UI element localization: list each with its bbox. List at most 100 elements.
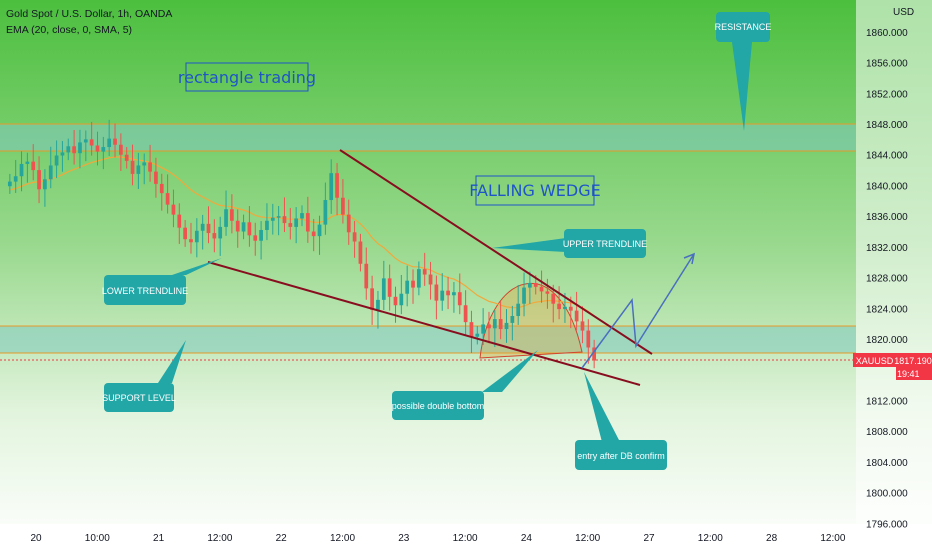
candle-body xyxy=(19,163,24,177)
price-tick-label: 1800.000 xyxy=(866,489,908,500)
candle-body xyxy=(200,223,205,231)
price-tick-label: 1796.000 xyxy=(866,519,908,530)
candle-body xyxy=(183,227,188,240)
symbol-title: Gold Spot / U.S. Dollar, 1h, OANDA xyxy=(6,8,172,20)
candle-body xyxy=(282,216,287,224)
candle-body xyxy=(300,213,304,219)
candle-body xyxy=(212,233,217,239)
falling-wedge-label: FALLING WEDGE xyxy=(469,181,600,200)
candle-body xyxy=(118,144,123,155)
callout-resistance-text: RESISTANCE xyxy=(715,22,772,32)
candle-body xyxy=(142,162,147,166)
callout-entry-box xyxy=(575,440,667,470)
candle-body xyxy=(545,291,550,294)
candle-body xyxy=(124,154,129,161)
callout-upper-trendline[interactable]: UPPER TRENDLINE xyxy=(492,229,647,258)
candle-body xyxy=(551,293,556,304)
candle-body xyxy=(440,290,445,301)
price-tick-label: 1820.000 xyxy=(866,335,908,346)
candle-body xyxy=(218,226,223,239)
falling-wedge-box[interactable] xyxy=(475,175,595,206)
candle-body xyxy=(574,310,579,322)
callout-double-bottom-pointer xyxy=(482,350,538,392)
candle-body xyxy=(165,193,170,205)
time-tick-label: 12:00 xyxy=(207,533,232,544)
rectangle-trading-box[interactable] xyxy=(185,62,309,92)
candle-body xyxy=(311,231,316,237)
callout-double-bottom[interactable]: possible double bottom xyxy=(392,350,538,420)
callout-upper-trendline-text: UPPER TRENDLINE xyxy=(563,239,647,249)
resistance-zone xyxy=(0,124,856,151)
candle-body xyxy=(335,173,339,198)
price-tick-label: 1852.000 xyxy=(866,89,908,100)
candle-body xyxy=(586,330,591,348)
price-tick-label: 1808.000 xyxy=(866,427,908,438)
candle-body xyxy=(416,269,421,288)
candle-layer xyxy=(7,119,597,369)
candle-body xyxy=(528,282,532,288)
candle-body xyxy=(247,222,252,236)
candle-body xyxy=(492,319,497,329)
candle-body xyxy=(399,293,404,306)
candle-body xyxy=(235,220,240,232)
candle-body xyxy=(376,299,380,310)
price-tick-label: 1832.000 xyxy=(866,243,908,254)
rectangle-trading-label: rectangle trading xyxy=(178,68,316,87)
callout-lower-trendline-pointer xyxy=(172,258,222,275)
time-tick-label: 12:00 xyxy=(453,533,478,544)
lower-trendline[interactable] xyxy=(207,261,641,386)
candle-body xyxy=(568,306,573,311)
projection-path[interactable] xyxy=(581,253,695,369)
last-price-symbol-box xyxy=(853,353,896,367)
candle-body xyxy=(113,138,117,145)
candle-body xyxy=(25,161,30,164)
candle-body xyxy=(294,218,299,227)
upper-trendline[interactable] xyxy=(339,149,653,355)
candle-body xyxy=(364,263,369,289)
price-tick-label: 1848.000 xyxy=(866,120,908,131)
price-tick-label: 1844.000 xyxy=(866,151,908,162)
candle-body xyxy=(136,165,141,174)
time-tick-label: 23 xyxy=(398,533,410,544)
callout-entry[interactable]: entry after DB confirm xyxy=(575,372,667,470)
candle-body xyxy=(487,324,491,329)
candle-body xyxy=(592,347,597,361)
time-tick-label: 12:00 xyxy=(575,533,600,544)
candle-body xyxy=(381,278,386,300)
callout-double-bottom-text: possible double bottom xyxy=(392,401,485,411)
callout-lower-trendline[interactable]: LOWER TRENDLINE xyxy=(102,258,222,305)
candle-body xyxy=(48,165,53,180)
candle-body xyxy=(469,322,474,337)
last-price-value: 1817.190 xyxy=(894,356,932,366)
candle-body xyxy=(13,176,18,182)
candle-body xyxy=(54,155,59,166)
candle-body xyxy=(194,230,199,243)
callout-resistance[interactable]: RESISTANCE xyxy=(715,12,772,131)
callout-upper-trendline-pointer xyxy=(492,238,566,252)
candle-body xyxy=(434,284,439,301)
candle-body xyxy=(189,239,193,243)
candle-body xyxy=(452,292,456,296)
candle-body xyxy=(83,139,88,143)
candle-body xyxy=(206,223,211,234)
candle-body xyxy=(341,197,345,215)
callout-support-level[interactable]: SUPPORT LEVEL xyxy=(102,340,186,412)
candle-body xyxy=(177,214,182,228)
candle-body xyxy=(323,200,328,225)
callout-resistance-pointer xyxy=(732,42,752,131)
candle-body xyxy=(7,181,12,187)
candle-body xyxy=(259,229,263,241)
candle-body xyxy=(498,319,503,330)
candle-body xyxy=(288,223,293,227)
indicator-title: EMA (20, close, 0, SMA, 5) xyxy=(6,24,132,36)
time-tick-label: 20 xyxy=(30,533,42,544)
price-tick-label: 1812.000 xyxy=(866,396,908,407)
candle-body xyxy=(457,292,462,306)
candle-body xyxy=(346,214,351,233)
support-zone xyxy=(0,326,856,353)
time-tick-label: 24 xyxy=(521,533,533,544)
candle-body xyxy=(411,280,415,288)
candle-body xyxy=(60,152,65,156)
candle-body xyxy=(31,161,36,171)
